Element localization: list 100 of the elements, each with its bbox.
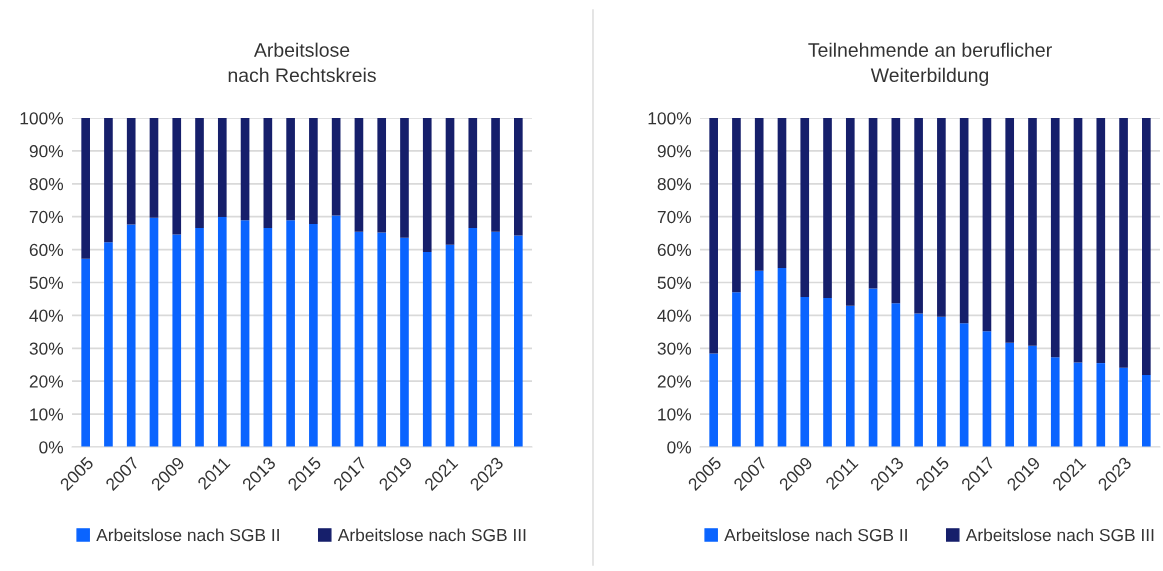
chart-title: Teilnehmende an beruflicher Weiterbildung [808,42,1052,86]
legend-label: Arbeitslose nach SGB III [337,528,526,542]
bar [514,235,523,447]
bar [732,118,741,293]
y-tick-label: 0% [39,441,64,454]
bar [445,118,455,245]
bar [1050,357,1060,447]
bar [709,353,718,447]
bar [400,237,409,447]
bar [1142,374,1151,447]
bar [1096,363,1106,447]
y-tick-label: 100% [20,112,64,125]
bar [800,296,810,447]
bar [1028,118,1037,346]
bar [868,118,878,289]
bar [104,242,113,447]
bar [982,331,992,447]
bar [1028,345,1037,447]
y-tick-label: 40% [29,309,64,322]
y-tick-label: 10% [658,408,692,421]
bar [422,251,432,447]
bar [468,118,478,228]
bar [1073,362,1083,447]
bar [81,258,90,447]
y-tick-label: 80% [657,177,692,191]
y-tick-label: 80% [29,177,64,191]
y-tick-label: 40% [657,309,692,322]
y-tick-label: 60% [657,243,692,257]
bar [354,118,364,232]
bar [823,297,832,447]
y-tick-label: 100% [648,112,692,125]
bar [914,118,923,314]
y-tick-label: 10% [30,408,64,421]
bar [777,118,787,269]
bar [286,220,295,447]
bar [172,118,182,235]
bar [400,118,409,238]
bar [354,231,364,447]
bar [445,244,455,447]
bar [217,217,227,447]
bar [823,118,832,298]
bar [81,118,90,259]
bar [377,232,387,447]
bar [240,220,250,447]
bar [240,118,250,221]
bar [126,224,136,447]
bar [309,118,318,224]
y-tick-label: 20% [657,375,692,388]
bar [754,118,764,271]
bar [377,118,387,233]
bar [468,227,478,447]
y-tick-label: 0% [667,441,692,454]
bar [263,118,273,228]
bar [172,234,182,447]
bar [1005,118,1015,343]
bar [149,217,159,447]
bar [845,118,855,306]
y-tick-label: 90% [29,145,64,158]
bar [149,118,159,218]
bar [331,215,341,447]
legend-label: Arbeitslose nach SGB II [724,528,907,542]
bar [754,270,764,447]
y-tick-label: 90% [657,145,692,158]
bar [514,118,523,236]
bar [286,118,295,221]
bar [217,118,227,218]
bar [800,118,810,297]
bar [195,118,204,228]
y-tick-label: 60% [29,243,64,257]
bar [195,227,204,447]
legend-label: Arbeitslose nach SGB III [965,528,1154,542]
bar [959,323,969,447]
bar [1119,118,1128,368]
bar [491,118,500,232]
y-tick-label: 70% [657,210,692,224]
legend-label: Arbeitslose nach SGB II [96,528,279,542]
bar [959,118,969,324]
bar [982,118,992,332]
y-tick-label: 20% [29,375,64,388]
bar [891,303,901,447]
y-tick-label: 30% [29,342,64,355]
bar [868,288,878,447]
bar [937,316,946,447]
bar [422,118,432,252]
bar [309,223,318,447]
bar [104,118,113,243]
bar [1096,118,1106,364]
bar [845,305,855,447]
bar [126,118,136,225]
bar [914,313,923,447]
bar [491,231,500,447]
y-tick-label: 30% [657,342,692,355]
y-tick-label: 70% [29,210,64,224]
bar [709,118,718,354]
bar [1073,118,1083,363]
bar [1119,367,1128,447]
bar [732,292,741,447]
bar [1050,118,1060,358]
bar [331,118,341,216]
bar [777,268,787,447]
